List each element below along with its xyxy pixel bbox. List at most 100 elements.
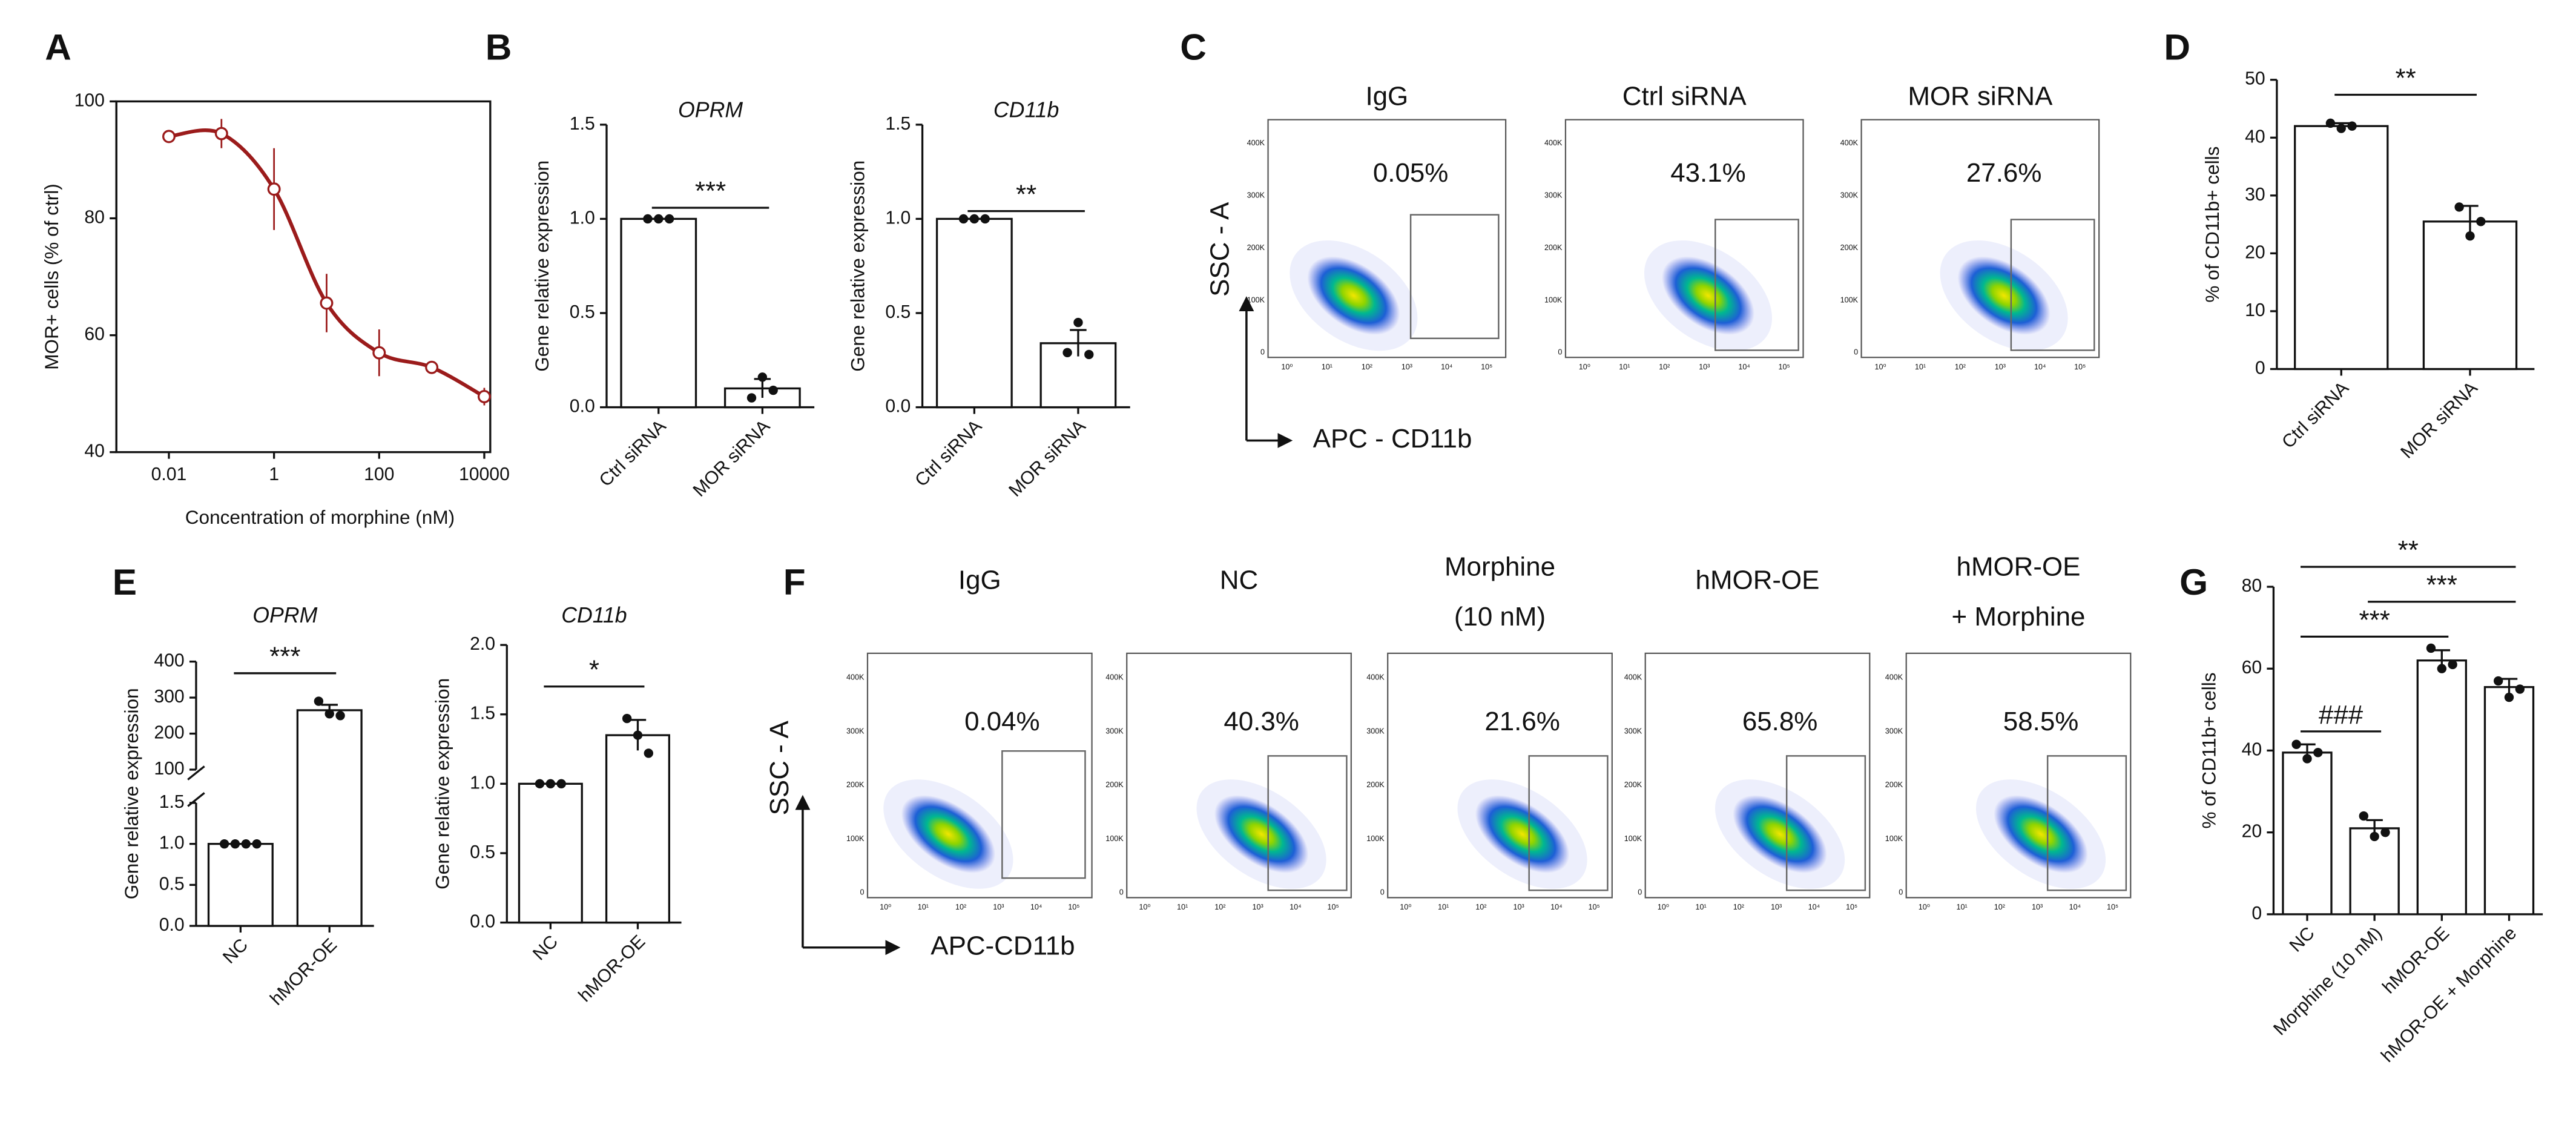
x-tick-label: 10³ xyxy=(1402,363,1412,371)
data-point xyxy=(2380,827,2390,837)
flow-plot: 400K 300K 200K 100K 0 10⁰ 10¹ 10² 10³ 10⁴ 10⁵ xyxy=(1366,652,1613,911)
gate xyxy=(1715,219,1799,351)
x-tick-label: 10² xyxy=(1659,363,1670,371)
plot-frame xyxy=(1644,652,1871,899)
data-point xyxy=(2336,124,2346,133)
bar xyxy=(296,709,363,927)
x-tick-label: 10⁰ xyxy=(1281,363,1293,371)
data-point xyxy=(2465,231,2475,241)
y-tick-label: 0.5 xyxy=(159,874,185,894)
x-tick-label: 100 xyxy=(364,464,394,484)
x-tick-label: hMOR-OE xyxy=(575,931,649,1006)
data-point xyxy=(2504,692,2514,702)
data-point xyxy=(969,214,980,224)
gate-percent: 21.6% xyxy=(1484,707,1560,736)
y-tick-label: 200K xyxy=(1247,243,1265,252)
marker xyxy=(214,127,228,140)
plot-frame xyxy=(1905,652,2132,899)
data-point xyxy=(314,696,324,706)
gate xyxy=(1267,755,1348,891)
y-tick-label: 0 xyxy=(1119,888,1124,897)
y-tick-label: 0 xyxy=(1899,888,1903,897)
bar xyxy=(2294,125,2389,371)
flow-plot: 400K 300K 200K 100K 0 10⁰ 10¹ 10² 10³ 10⁴ 10⁵ xyxy=(1885,652,2132,911)
y-tick-label: 80 xyxy=(2242,576,2262,596)
y-tick-label: 300K xyxy=(846,727,865,735)
plot-title: NC xyxy=(1220,565,1258,595)
y-tick-label: 40 xyxy=(2245,127,2265,147)
y-tick-label: 1.0 xyxy=(470,773,495,793)
data-point xyxy=(622,713,632,724)
x-tick-label: 10¹ xyxy=(1619,363,1630,371)
panel-letter: E xyxy=(113,561,137,603)
y-tick-label: 300K xyxy=(1105,727,1124,735)
y-tick-label: 1.5 xyxy=(159,792,185,812)
x-tick-label: 10⁴ xyxy=(1290,903,1301,911)
gate-percent: 27.6% xyxy=(1966,158,2042,188)
data-point xyxy=(1073,317,1083,328)
x-tick-label: 10⁵ xyxy=(1481,363,1492,371)
density-cloud xyxy=(1214,795,1309,873)
y-tick-label: 300 xyxy=(154,687,184,707)
gate-percent: 0.05% xyxy=(1373,158,1449,188)
y-axis-label: Gene relative expression xyxy=(431,678,453,890)
y-tick-label: 60 xyxy=(84,325,105,345)
y-tick-label: 0.5 xyxy=(885,302,911,322)
y-tick-label: 300K xyxy=(1840,191,1859,200)
bar xyxy=(935,217,1013,409)
bar xyxy=(2282,751,2333,916)
y-tick-label: 100K xyxy=(1366,834,1385,843)
data-point xyxy=(556,779,566,789)
bar xyxy=(2416,659,2467,916)
y-axis-label: SSC - A xyxy=(765,720,794,815)
x-tick-label: 1 xyxy=(269,464,279,484)
gate xyxy=(1001,750,1086,879)
data-point xyxy=(2476,217,2486,226)
data-point xyxy=(2302,754,2312,764)
x-axis-label: APC-CD11b xyxy=(931,931,1075,960)
y-tick-label: 200K xyxy=(846,781,865,789)
data-point xyxy=(535,779,545,789)
plot-frame xyxy=(1126,652,1352,899)
y-tick-label: 0 xyxy=(2252,903,2262,923)
plot-frame xyxy=(1860,119,2100,358)
significance-label: * xyxy=(589,655,599,685)
flow-plot: 400K 300K 200K 100K 0 10⁰ 10¹ 10² 10³ 10⁴ 10⁵ xyxy=(1247,119,1507,371)
y-tick-label: 1.0 xyxy=(570,208,595,228)
y-tick-label: 1.5 xyxy=(570,114,595,134)
significance-label: *** xyxy=(269,642,300,672)
data-point xyxy=(2454,202,2464,212)
marker xyxy=(372,346,386,360)
gate-percent: 58.5% xyxy=(2003,707,2079,736)
x-tick-label: 10⁴ xyxy=(2034,363,2046,371)
x-tick-label: 10000 xyxy=(459,464,510,484)
y-tick-label: 400K xyxy=(1885,673,1903,682)
y-tick-label: 0.5 xyxy=(470,842,495,862)
y-tick-label: 200K xyxy=(1366,781,1385,789)
y-tick-label: 400K xyxy=(1544,139,1563,147)
flow-plot: 400K 300K 200K 100K 0 10⁰ 10¹ 10² 10³ 10⁴ 10⁵ xyxy=(1105,652,1352,911)
bar xyxy=(207,842,274,927)
bar xyxy=(518,782,583,924)
y-tick-label: 400K xyxy=(1366,673,1385,682)
y-tick-label: 50 xyxy=(2245,69,2265,89)
bar xyxy=(2483,686,2535,916)
y-tick-label: 1.5 xyxy=(470,704,495,724)
x-tick-label: 10² xyxy=(1362,363,1372,371)
x-tick-label: 10² xyxy=(1475,903,1486,911)
data-point xyxy=(664,214,674,224)
x-tick-label: 10⁵ xyxy=(2074,363,2086,371)
plot-title: (10 nM) xyxy=(1454,602,1546,632)
bar xyxy=(605,734,670,924)
chart-title: OPRM xyxy=(252,603,317,627)
x-tick-label: 10⁴ xyxy=(1738,363,1750,371)
x-tick-label: 10³ xyxy=(2032,903,2043,911)
y-tick-label: 0.0 xyxy=(470,912,495,932)
data-point xyxy=(958,214,969,224)
x-tick-label: 10¹ xyxy=(1438,903,1449,911)
y-tick-label: 60 xyxy=(2242,658,2262,678)
x-axis-label: Concentration of morphine (nM) xyxy=(185,506,455,528)
x-tick-label: 10¹ xyxy=(1322,363,1332,371)
data-point xyxy=(1062,348,1072,358)
